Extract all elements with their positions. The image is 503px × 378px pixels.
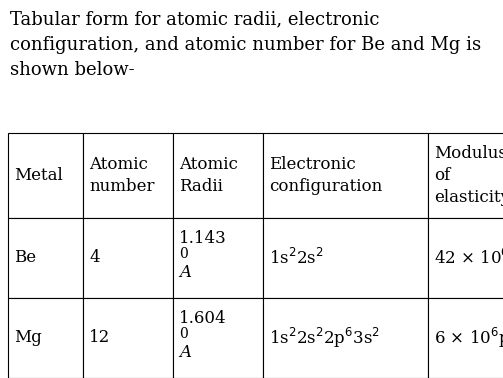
- Bar: [428, 218, 503, 298]
- Bar: [263, 133, 428, 218]
- Text: A: A: [179, 344, 191, 361]
- Bar: [8, 298, 83, 378]
- Text: Atomic
Radii: Atomic Radii: [179, 156, 238, 195]
- Text: 1.143: 1.143: [179, 230, 227, 247]
- Bar: [83, 133, 173, 218]
- Bar: [173, 298, 263, 378]
- Text: 6 × 10$^6$psi: 6 × 10$^6$psi: [434, 326, 503, 350]
- Text: 0: 0: [179, 327, 188, 341]
- Text: Atomic
number: Atomic number: [89, 156, 154, 195]
- Bar: [428, 298, 503, 378]
- Bar: [8, 218, 83, 298]
- Text: 1.604: 1.604: [179, 310, 227, 327]
- Bar: [173, 133, 263, 218]
- Text: Electronic
configuration: Electronic configuration: [269, 156, 382, 195]
- Text: Modulus
of
elasticity: Modulus of elasticity: [434, 145, 503, 206]
- Text: Mg: Mg: [14, 330, 42, 347]
- Text: 1s$^2$2s$^2$2p$^6$3s$^2$: 1s$^2$2s$^2$2p$^6$3s$^2$: [269, 326, 380, 350]
- Text: 12: 12: [89, 330, 110, 347]
- Text: 1s$^2$2s$^2$: 1s$^2$2s$^2$: [269, 248, 324, 268]
- Bar: [428, 133, 503, 218]
- Bar: [83, 298, 173, 378]
- Bar: [263, 218, 428, 298]
- Text: Metal: Metal: [14, 167, 63, 184]
- Text: 42 × 10$^6$psi: 42 × 10$^6$psi: [434, 246, 503, 270]
- Bar: [173, 218, 263, 298]
- Text: 4: 4: [89, 249, 100, 266]
- Bar: [263, 298, 428, 378]
- Text: 0: 0: [179, 247, 188, 261]
- Text: Be: Be: [14, 249, 36, 266]
- Bar: [83, 218, 173, 298]
- Bar: [8, 133, 83, 218]
- Text: A: A: [179, 264, 191, 281]
- Text: Tabular form for atomic radii, electronic
configuration, and atomic number for B: Tabular form for atomic radii, electroni…: [10, 10, 481, 79]
